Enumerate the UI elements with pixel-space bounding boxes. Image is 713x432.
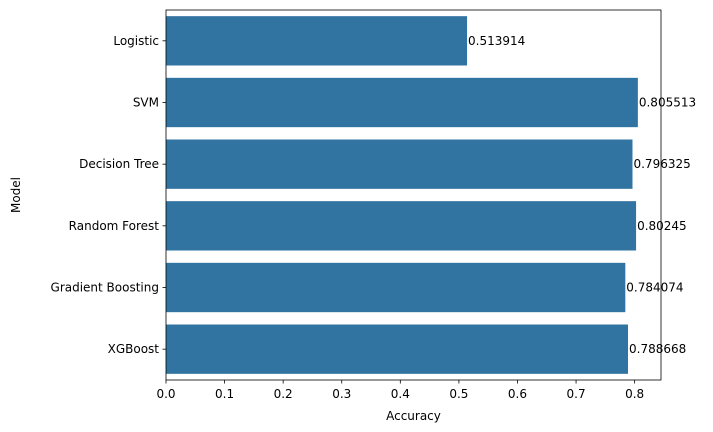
x-tick-label: 0.8 xyxy=(625,387,644,401)
x-tick-label: 0.4 xyxy=(391,387,410,401)
bars-group xyxy=(166,16,638,374)
bar-svm xyxy=(166,77,638,128)
data-label-decision-tree: 0.796325 xyxy=(633,157,690,171)
x-tick-label: 0.7 xyxy=(567,387,586,401)
data-label-xgboost: 0.788668 xyxy=(629,342,686,356)
data-label-svm: 0.805513 xyxy=(639,96,696,110)
data-label-gradient-boosting: 0.784074 xyxy=(626,281,683,295)
x-tick-label: 0.6 xyxy=(508,387,527,401)
bar-logistic xyxy=(166,16,468,66)
y-tick-label-xgboost: XGBoost xyxy=(108,342,160,356)
x-tick-label: 0.2 xyxy=(274,387,293,401)
bar-random-forest xyxy=(166,201,637,251)
bar-gradient-boosting xyxy=(166,262,626,313)
x-axis-label: Accuracy xyxy=(386,409,441,423)
bar-decision-tree xyxy=(166,139,633,189)
y-tick-label-random-forest: Random Forest xyxy=(69,219,160,233)
data-label-random-forest: 0.80245 xyxy=(637,219,687,233)
plot-frame xyxy=(165,9,662,381)
y-tick-label-decision-tree: Decision Tree xyxy=(79,157,159,171)
x-tick-label: 0.3 xyxy=(332,387,351,401)
y-tick-labels-group: Logistic SVM Decision Tree Random Forest Gra… xyxy=(51,34,166,356)
x-tick-label: 0.5 xyxy=(449,387,468,401)
x-ticks-group: 0.0 0.1 0.2 0.3 0.4 0.5 0.6 0.7 0.8 xyxy=(156,380,644,401)
data-label-logistic: 0.513914 xyxy=(468,34,525,48)
bar-xgboost xyxy=(166,324,629,374)
y-tick-label-gradient-boosting: Gradient Boosting xyxy=(51,281,159,295)
y-tick-label-svm: SVM xyxy=(133,96,159,110)
y-axis-label: Model xyxy=(9,177,23,213)
data-labels-group: 0.513914 0.805513 0.796325 0.80245 0.784074 0… xyxy=(468,34,696,356)
y-tick-label-logistic: Logistic xyxy=(113,34,159,48)
x-tick-label: 0.0 xyxy=(156,387,175,401)
x-tick-label: 0.1 xyxy=(215,387,234,401)
